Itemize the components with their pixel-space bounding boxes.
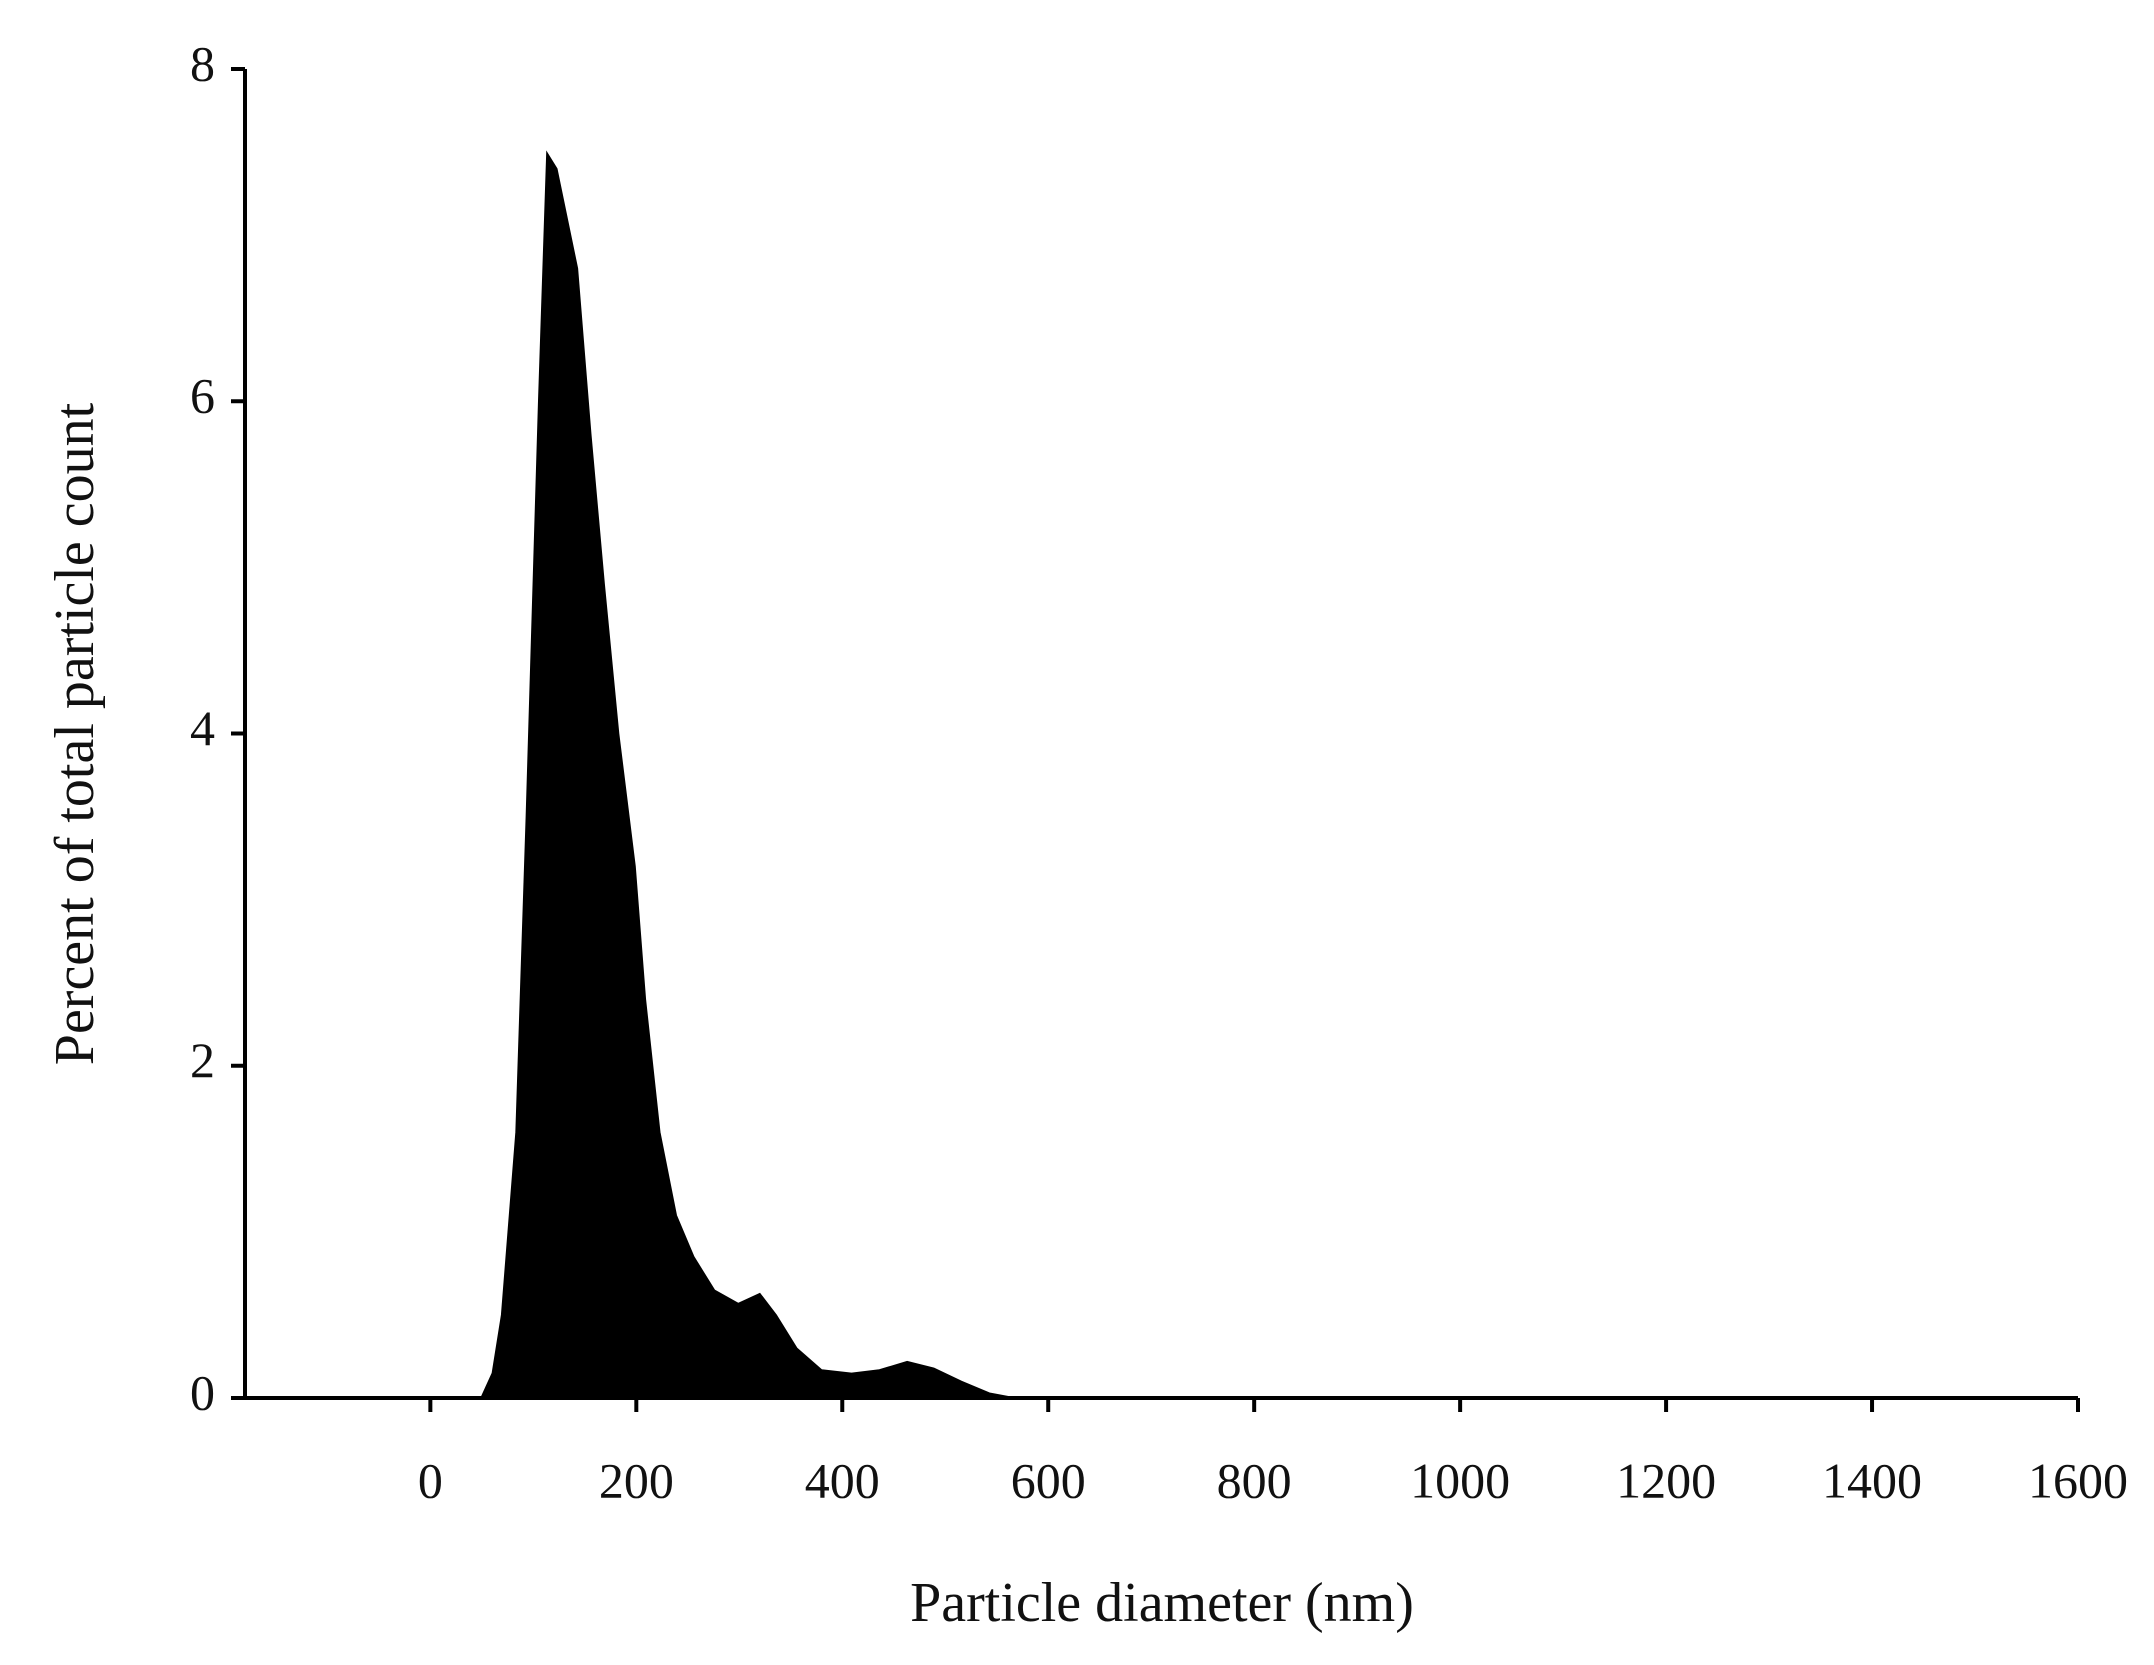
x-tick-label: 1400 [1822, 1452, 1922, 1508]
x-tick-label: 400 [805, 1452, 880, 1508]
y-tick-label: 8 [190, 35, 215, 91]
x-tick-label: 1600 [2028, 1452, 2128, 1508]
x-tick-label: 800 [1217, 1452, 1292, 1508]
x-tick-label: 200 [599, 1452, 674, 1508]
x-axis-label: Particle diameter (nm) [910, 1572, 1414, 1634]
y-tick-label: 6 [190, 368, 215, 424]
y-tick-label: 0 [190, 1364, 215, 1420]
y-tick-label: 2 [190, 1032, 215, 1088]
x-tick-label: 1200 [1616, 1452, 1716, 1508]
area [430, 150, 2078, 1399]
x-tick-label: 0 [418, 1452, 443, 1508]
y-axis-label: Percent of total particle count [44, 402, 106, 1065]
x-tick-label: 600 [1011, 1452, 1086, 1508]
x-tick-label: 1000 [1410, 1452, 1510, 1508]
y-tick-label: 4 [190, 700, 215, 756]
